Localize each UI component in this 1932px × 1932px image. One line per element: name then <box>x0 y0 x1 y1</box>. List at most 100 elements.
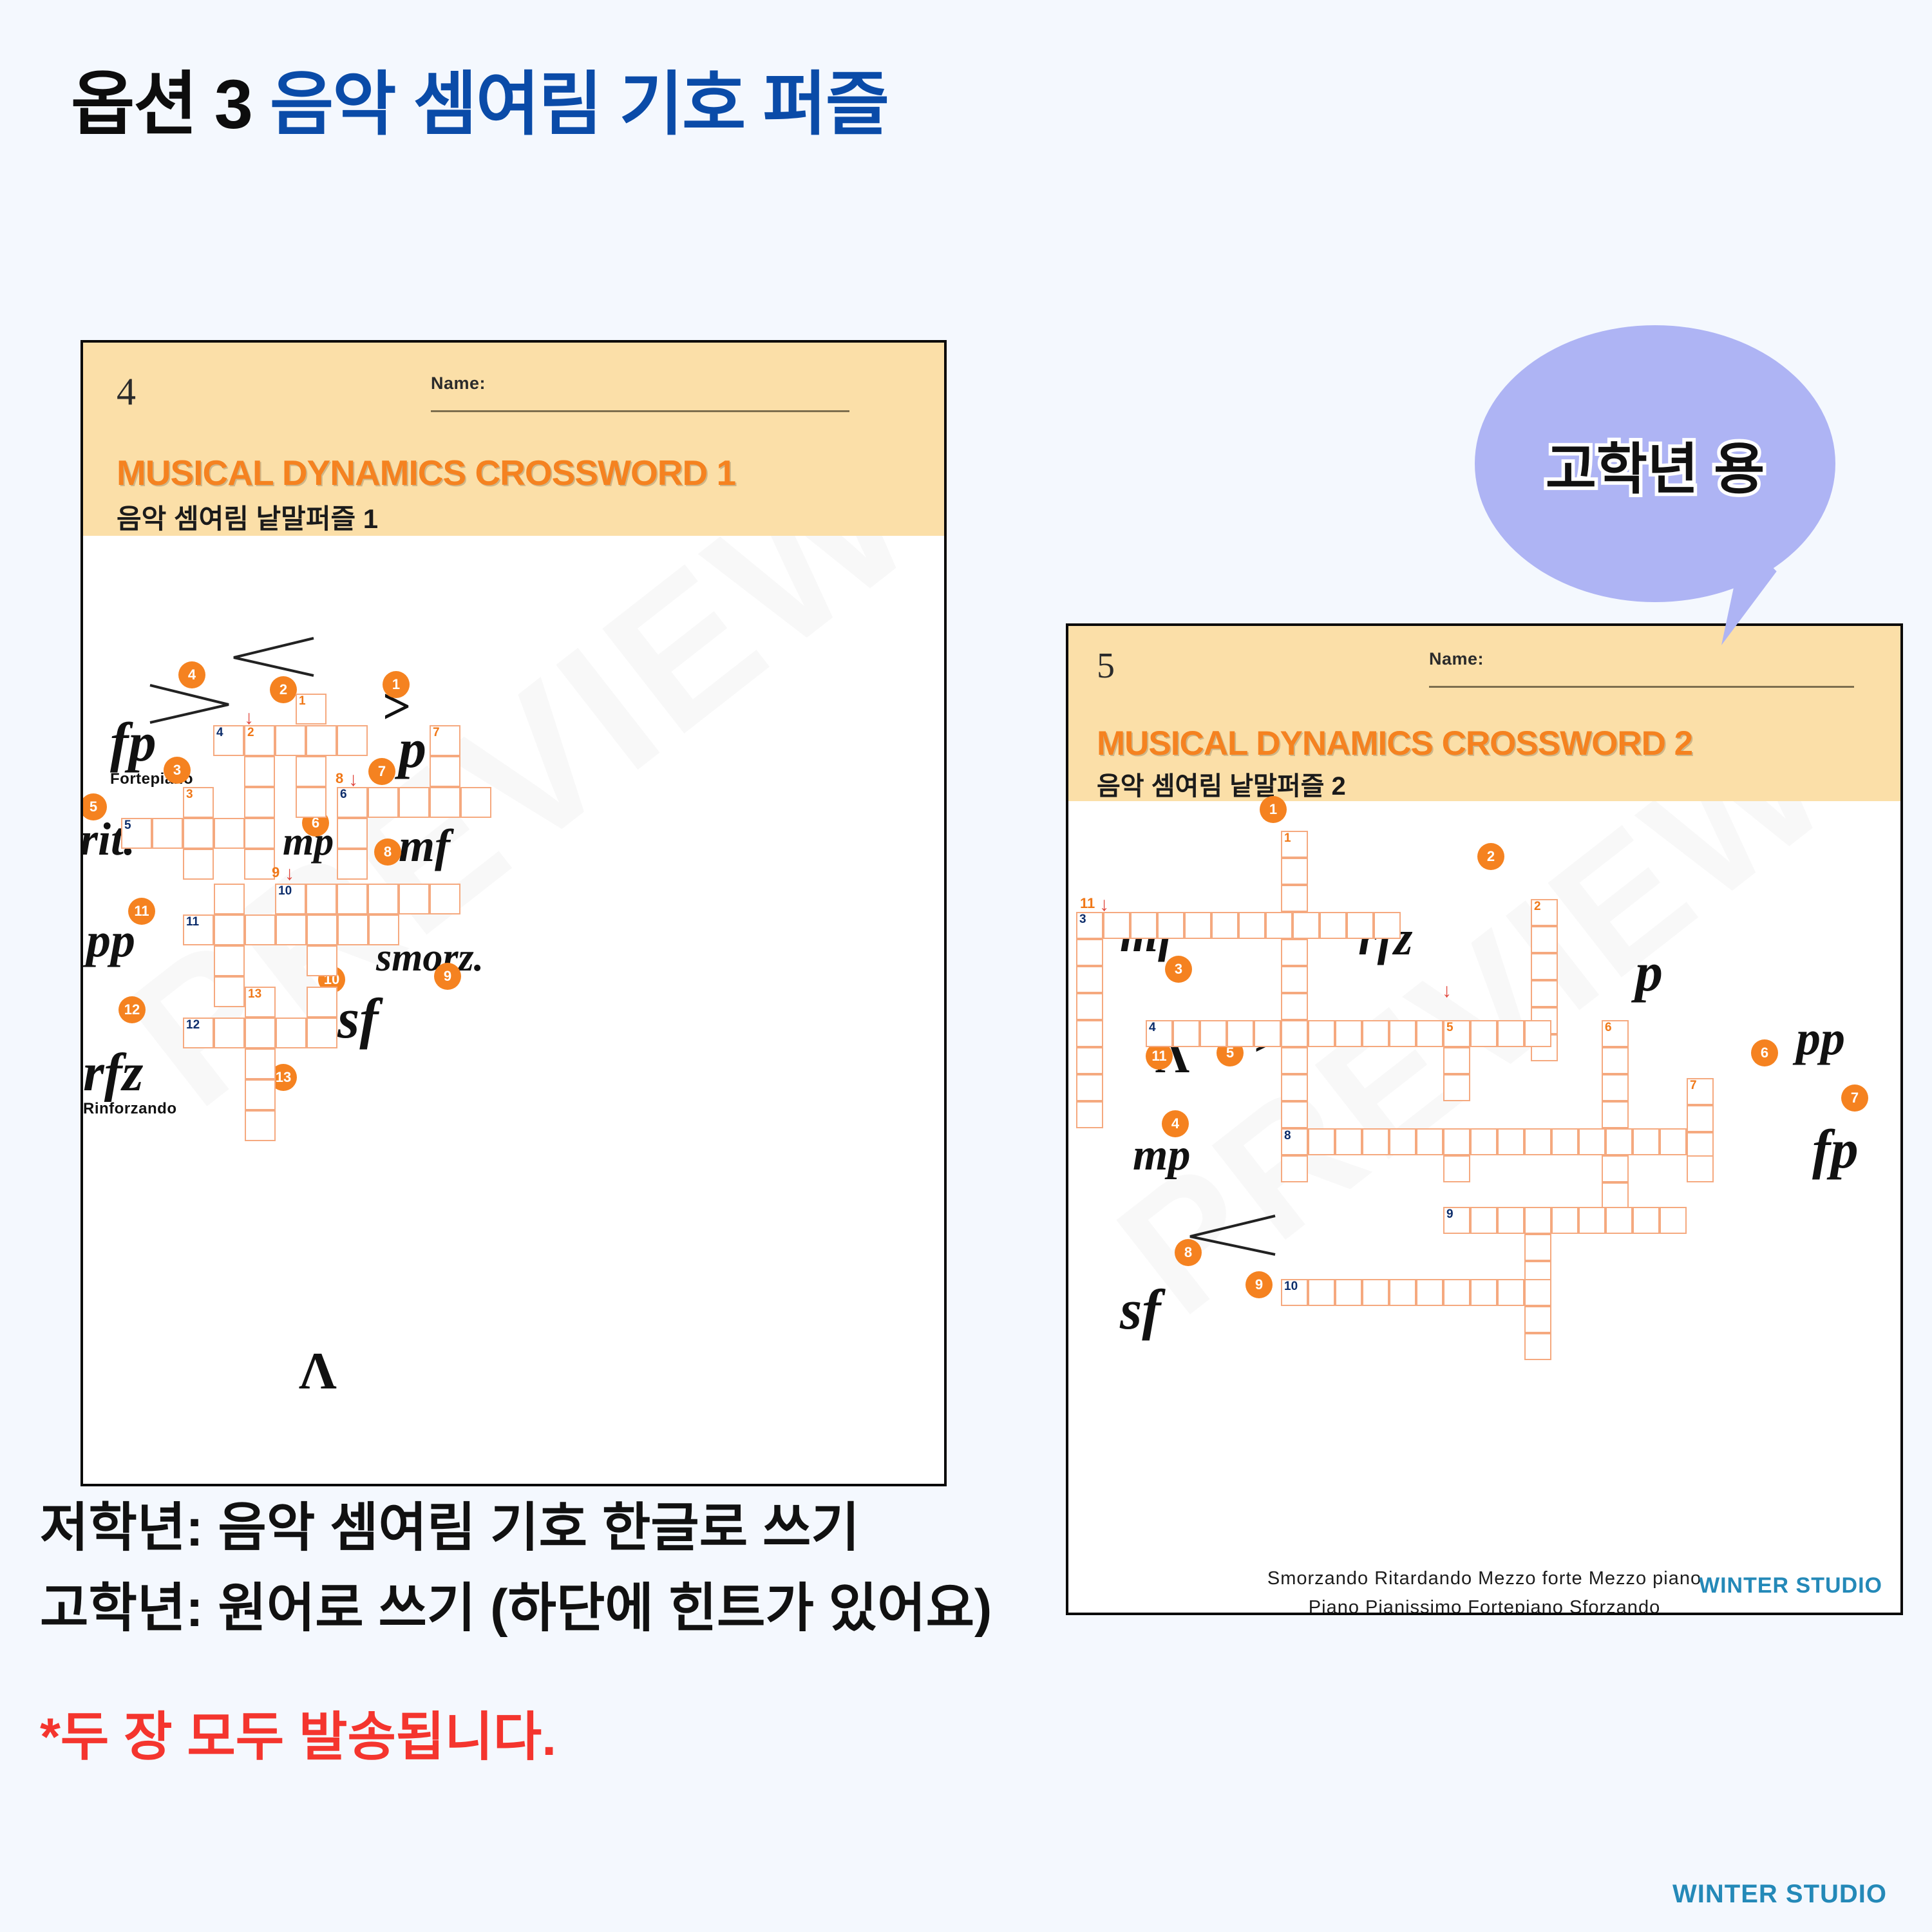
grid-cell[interactable] <box>1281 966 1308 993</box>
grid-cell[interactable] <box>1633 1207 1660 1234</box>
grid-cell[interactable] <box>1443 1155 1470 1182</box>
grid-cell[interactable] <box>1293 912 1320 939</box>
grid-cell[interactable] <box>1389 1020 1416 1047</box>
grid-cell[interactable] <box>430 756 460 787</box>
grid-cell[interactable]: 3 <box>1076 912 1103 939</box>
grid-cell[interactable] <box>214 818 245 849</box>
grid-cell[interactable] <box>152 818 183 849</box>
grid-cell[interactable] <box>214 976 245 1007</box>
grid-cell[interactable] <box>1497 1128 1524 1155</box>
grid-cell[interactable]: 7 <box>1687 1078 1714 1105</box>
grid-cell[interactable] <box>1184 912 1211 939</box>
grid-cell[interactable] <box>1362 1020 1389 1047</box>
grid-cell[interactable] <box>1497 1207 1524 1234</box>
grid-cell[interactable] <box>1660 1128 1687 1155</box>
grid-cell[interactable] <box>1524 1306 1551 1333</box>
grid-cell[interactable] <box>1211 912 1238 939</box>
grid-cell[interactable] <box>1602 1047 1629 1074</box>
grid-cell[interactable] <box>1076 939 1103 966</box>
grid-cell[interactable] <box>1389 1279 1416 1306</box>
grid-cell[interactable] <box>1687 1105 1714 1132</box>
grid-cell[interactable] <box>1602 1101 1629 1128</box>
grid-cell[interactable]: 4 <box>1146 1020 1173 1047</box>
grid-cell[interactable] <box>1076 1047 1103 1074</box>
grid-cell[interactable]: 5 <box>121 818 152 849</box>
clue-bubble-8[interactable]: 8 <box>374 838 401 866</box>
clue-bubble-1[interactable]: 1 <box>1260 796 1287 823</box>
grid-cell[interactable] <box>1416 1128 1443 1155</box>
clue-bubble-9[interactable]: 9 <box>434 963 461 990</box>
grid-cell[interactable] <box>337 725 368 756</box>
grid-cell[interactable]: 8 <box>1281 1128 1308 1155</box>
grid-cell[interactable] <box>1687 1132 1714 1159</box>
grid-cell[interactable] <box>245 914 276 945</box>
grid-cell[interactable]: 10 <box>275 884 306 914</box>
grid-cell[interactable] <box>368 884 399 914</box>
grid-cell[interactable] <box>1281 1101 1308 1128</box>
clue-bubble-11[interactable]: 11 <box>128 898 155 925</box>
grid-cell[interactable] <box>1389 1128 1416 1155</box>
grid-cell[interactable] <box>1281 1074 1308 1101</box>
grid-cell[interactable] <box>1076 1020 1103 1047</box>
grid-cell[interactable] <box>1157 912 1184 939</box>
grid-cell[interactable] <box>1578 1128 1605 1155</box>
grid-cell[interactable] <box>1281 1155 1308 1182</box>
grid-cell[interactable] <box>244 849 275 880</box>
grid-cell[interactable] <box>1470 1279 1497 1306</box>
grid-cell[interactable] <box>1416 1020 1443 1047</box>
grid-cell[interactable] <box>307 1018 337 1048</box>
worksheet-card-1[interactable]: 4 Name: MUSICAL DYNAMICS CROSSWORD 1 음악 … <box>80 340 947 1486</box>
grid-cell[interactable] <box>1076 1101 1103 1128</box>
grid-cell[interactable] <box>1362 1128 1389 1155</box>
grid-cell[interactable] <box>1308 1128 1335 1155</box>
grid-cell[interactable] <box>1443 1128 1470 1155</box>
grid-cell[interactable] <box>276 1018 307 1048</box>
grid-cell[interactable]: 2 <box>1531 899 1558 926</box>
grid-cell[interactable] <box>1308 1020 1335 1047</box>
grid-cell[interactable] <box>1362 1279 1389 1306</box>
grid-cell[interactable] <box>183 849 214 880</box>
grid-cell[interactable] <box>1443 1279 1470 1306</box>
grid-cell[interactable] <box>214 914 245 945</box>
grid-cell[interactable] <box>460 787 491 818</box>
grid-cell[interactable] <box>1660 1207 1687 1234</box>
grid-cell[interactable] <box>245 1079 276 1110</box>
grid-cell[interactable] <box>214 1018 245 1048</box>
grid-cell[interactable] <box>1602 1074 1629 1101</box>
grid-cell[interactable] <box>1605 1207 1633 1234</box>
grid-cell[interactable]: 6 <box>1602 1020 1629 1047</box>
clue-bubble-12[interactable]: 12 <box>118 996 146 1023</box>
grid-cell[interactable]: 12 <box>183 1018 214 1048</box>
grid-cell[interactable] <box>368 914 399 945</box>
grid-cell[interactable] <box>1602 1182 1629 1209</box>
grid-cell[interactable] <box>1497 1020 1524 1047</box>
grid-cell[interactable]: 13 <box>245 987 276 1018</box>
grid-cell[interactable] <box>1602 1155 1629 1182</box>
grid-cell[interactable] <box>1335 1020 1362 1047</box>
grid-cell[interactable] <box>1320 912 1347 939</box>
grid-cell[interactable] <box>214 945 245 976</box>
grid-cell[interactable] <box>1551 1207 1578 1234</box>
clue-bubble-7[interactable]: 7 <box>1841 1084 1868 1112</box>
grid-cell[interactable] <box>245 1110 276 1141</box>
grid-cell[interactable] <box>1227 1020 1254 1047</box>
clue-bubble-4[interactable]: 4 <box>1162 1110 1189 1137</box>
grid-cell[interactable] <box>1524 1128 1551 1155</box>
worksheet1-name-field[interactable]: Name: <box>431 374 849 412</box>
grid-cell[interactable] <box>1103 912 1130 939</box>
grid-cell[interactable] <box>1524 1207 1551 1234</box>
grid-cell[interactable] <box>337 849 368 880</box>
grid-cell[interactable] <box>1265 912 1293 939</box>
grid-cell[interactable] <box>307 987 337 1018</box>
clue-bubble-5[interactable]: 5 <box>83 793 107 820</box>
grid-cell[interactable] <box>1524 1333 1551 1360</box>
grid-cell[interactable] <box>306 725 337 756</box>
grid-cell[interactable] <box>183 818 214 849</box>
grid-cell[interactable]: 6 <box>337 787 368 818</box>
grid-cell[interactable] <box>1470 1207 1497 1234</box>
grid-cell[interactable] <box>337 914 368 945</box>
worksheet-card-2[interactable]: 5 Name: MUSICAL DYNAMICS CROSSWORD 2 음악 … <box>1066 623 1903 1615</box>
grid-cell[interactable]: 10 <box>1281 1279 1308 1306</box>
grid-cell[interactable] <box>1687 1155 1714 1182</box>
grid-cell[interactable] <box>244 787 275 818</box>
